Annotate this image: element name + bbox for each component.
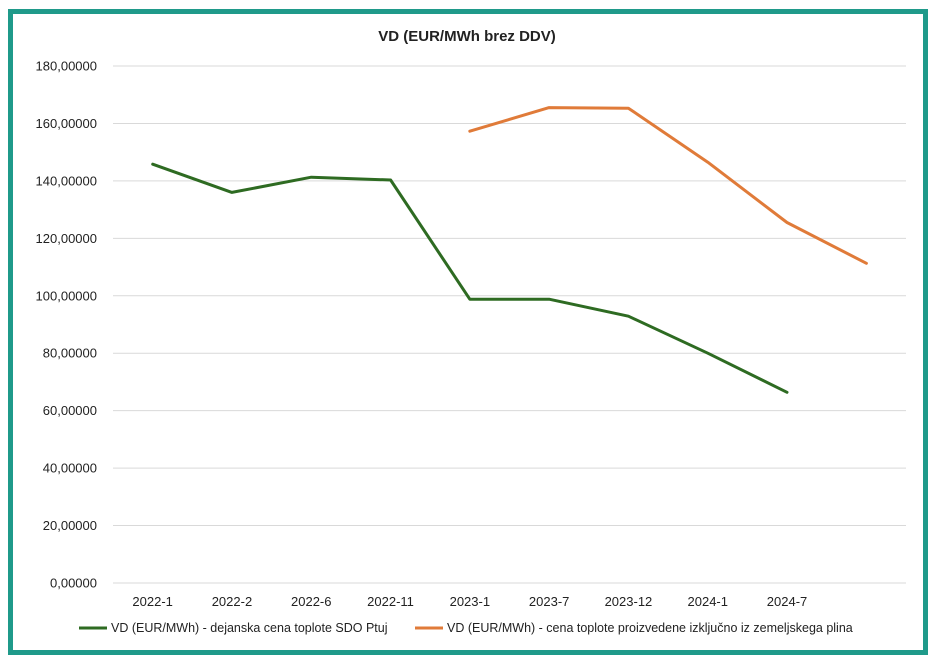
series-line-1 (151, 162, 789, 394)
legend: VD (EUR/MWh) - dejanska cena toplote SDO… (79, 621, 853, 635)
x-tick-label: 2024-1 (688, 594, 728, 609)
legend-label-2: VD (EUR/MWh) - cena toplote proizvedene … (447, 621, 853, 635)
chart-title: VD (EUR/MWh brez DDV) (378, 28, 556, 45)
gridlines (113, 65, 906, 584)
x-tick-label: 2022-1 (132, 594, 172, 609)
x-tick-label: 2023-7 (529, 594, 569, 609)
legend-label-1: VD (EUR/MWh) - dejanska cena toplote SDO… (111, 621, 388, 635)
y-axis-ticks: 0,00000 20,00000 40,00000 60,00000 80,00000 1… (36, 59, 97, 591)
y-tick-label: 160,00000 (36, 116, 97, 131)
x-tick-label: 2022-2 (212, 594, 252, 609)
y-tick-label: 60,00000 (43, 403, 97, 418)
y-tick-label: 100,00000 (36, 288, 97, 303)
x-tick-label: 2024-7 (767, 594, 807, 609)
chart-frame: VD (EUR/MWh brez DDV) 0,00000 20,00000 40,… (8, 9, 928, 655)
x-tick-label: 2022-11 (367, 594, 414, 609)
series-lines (151, 106, 868, 394)
x-tick-label: 2022-6 (291, 594, 331, 609)
x-tick-label: 2023-1 (450, 594, 490, 609)
series-line-2 (468, 106, 868, 265)
line-chart: VD (EUR/MWh brez DDV) 0,00000 20,00000 40,… (36, 28, 906, 635)
y-tick-label: 180,00000 (36, 59, 97, 74)
y-tick-label: 80,00000 (43, 346, 97, 361)
x-axis-ticks: 2022-1 2022-2 2022-6 2022-11 2023-1 2023-7 202… (132, 594, 807, 609)
y-tick-label: 20,00000 (43, 518, 97, 533)
y-tick-label: 120,00000 (36, 231, 97, 246)
y-tick-label: 140,00000 (36, 173, 97, 188)
y-tick-label: 40,00000 (43, 461, 97, 476)
y-tick-label: 0,00000 (50, 576, 97, 591)
x-tick-label: 2023-12 (605, 594, 653, 609)
